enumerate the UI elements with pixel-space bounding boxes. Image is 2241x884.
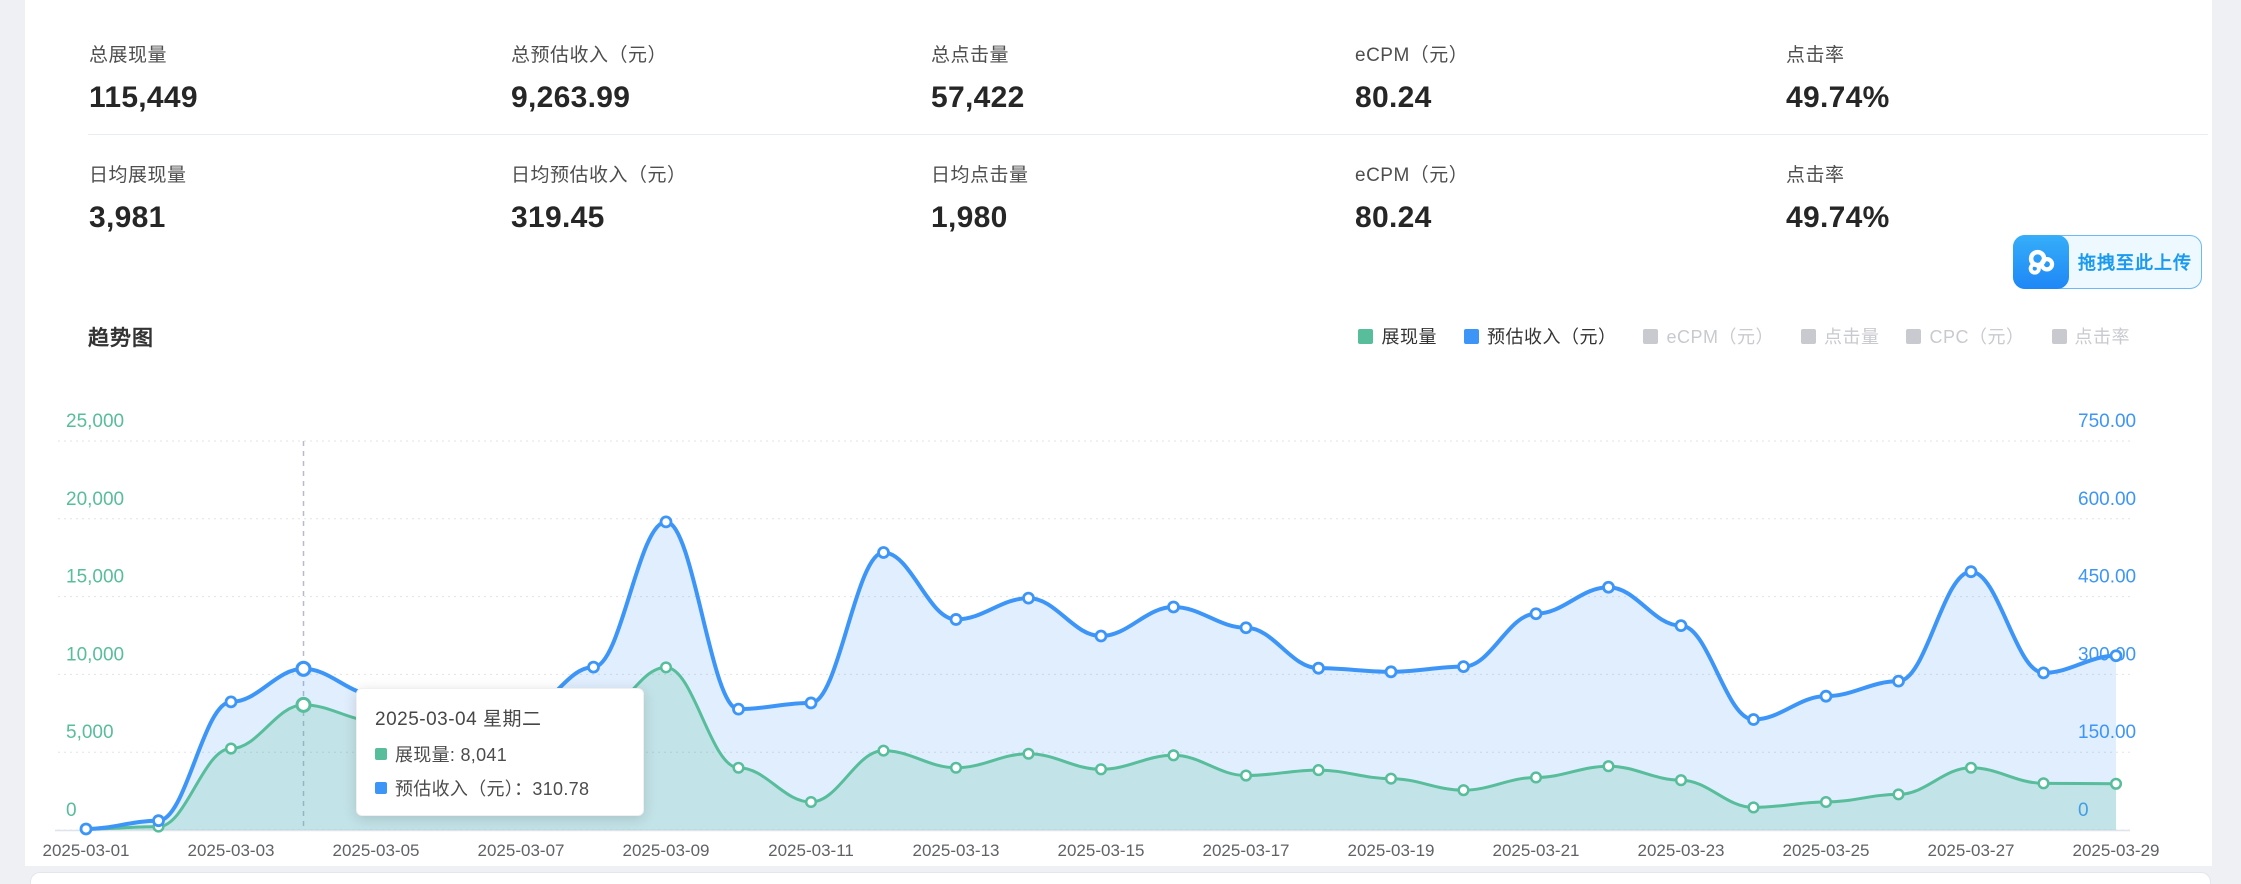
legend-label: 点击率 [2074, 327, 2130, 347]
stat-value: 3,981 [89, 201, 166, 234]
upload-button-label: 拖拽至此上传 [2078, 253, 2192, 273]
stat-ctr: 点击率 49.74% [1786, 40, 2066, 115]
svg-text:25,000: 25,000 [66, 411, 124, 432]
revenue-swatch-icon [375, 782, 387, 794]
next-section-panel [30, 872, 2211, 884]
impressions-swatch-icon [375, 748, 387, 760]
svg-text:150.00: 150.00 [2078, 722, 2136, 743]
legend-label: 点击量 [1823, 327, 1880, 347]
stat-total-revenue: 总预估收入（元） 9,263.99 [511, 40, 791, 115]
svg-text:2025-03-09: 2025-03-09 [623, 841, 710, 860]
svg-text:750.00: 750.00 [2078, 411, 2136, 432]
legend-swatch-icon [2051, 328, 2067, 344]
svg-text:600.00: 600.00 [2078, 489, 2136, 510]
legend-item-CPC（元）[interactable]: CPC（元） [1906, 323, 2024, 349]
legend-swatch-icon [1358, 328, 1374, 344]
stat-label: 点击率 [1786, 165, 1845, 186]
trend-chart-title: 趋势图 [88, 327, 154, 350]
stat-daily-ctr: 点击率 49.74% [1786, 160, 2066, 235]
legend-swatch-icon [1643, 328, 1659, 344]
svg-text:2025-03-17: 2025-03-17 [1203, 841, 1290, 860]
legend-item-预估收入（元）[interactable]: 预估收入（元） [1463, 323, 1617, 349]
legend-item-eCPM（元）[interactable]: eCPM（元） [1643, 323, 1774, 349]
stat-daily-revenue: 日均预估收入（元） 319.45 [511, 160, 791, 235]
drag-upload-button[interactable]: 拖拽至此上传 [2013, 234, 2202, 289]
svg-text:2025-03-19: 2025-03-19 [1348, 841, 1435, 860]
stat-value: 80.24 [1355, 81, 1432, 114]
tooltip-impressions: 展现量: 8,041 [395, 745, 508, 765]
tooltip-row: 预估收入（元）：310.78 [375, 775, 625, 801]
legend-item-点击量[interactable]: 点击量 [1800, 323, 1880, 349]
svg-text:10,000: 10,000 [66, 644, 124, 665]
svg-text:0: 0 [2078, 800, 2089, 821]
svg-text:2025-03-23: 2025-03-23 [1638, 841, 1725, 860]
svg-text:2025-03-03: 2025-03-03 [188, 841, 275, 860]
page-background-strip [25, 866, 2212, 877]
stat-value: 49.74% [1786, 81, 1890, 114]
svg-text:2025-03-13: 2025-03-13 [913, 841, 1000, 860]
stat-daily-ecpm: eCPM（元） 80.24 [1355, 160, 1635, 235]
tooltip-row: 展现量: 8,041 [375, 741, 625, 767]
stat-label: eCPM（元） [1355, 45, 1469, 66]
stat-value: 9,263.99 [511, 81, 631, 114]
chart-legend: 展现量 预估收入（元） eCPM（元） 点击量 CPC（元） 点击率 [1358, 323, 2130, 349]
legend-label: CPC（元） [1929, 327, 2025, 347]
tooltip-revenue: 预估收入（元）：310.78 [395, 779, 590, 799]
tooltip-date: 2025-03-04 星期二 [375, 709, 542, 730]
svg-text:2025-03-07: 2025-03-07 [478, 841, 565, 860]
stat-label: 日均点击量 [931, 165, 1029, 186]
stat-label: 总展现量 [89, 45, 168, 66]
stat-label: 总预估收入（元） [511, 45, 668, 66]
svg-text:2025-03-15: 2025-03-15 [1058, 841, 1145, 860]
stat-value: 80.24 [1355, 201, 1432, 234]
legend-label: 展现量 [1381, 327, 1437, 347]
stat-value: 1,980 [931, 201, 1008, 234]
stat-value: 57,422 [931, 81, 1025, 114]
legend-swatch-icon [1906, 328, 1922, 344]
legend-swatch-icon [1800, 328, 1816, 344]
stat-value: 49.74% [1786, 201, 1890, 234]
stat-daily-impressions: 日均展现量 3,981 [89, 160, 369, 235]
svg-text:20,000: 20,000 [66, 489, 124, 510]
legend-item-展现量[interactable]: 展现量 [1358, 323, 1437, 349]
svg-text:2025-03-29: 2025-03-29 [2073, 841, 2160, 860]
stat-label: 总点击量 [931, 45, 1010, 66]
stat-ecpm: eCPM（元） 80.24 [1355, 40, 1635, 115]
svg-text:15,000: 15,000 [66, 567, 124, 588]
chart-tooltip: 2025-03-04 星期二 展现量: 8,041 预估收入（元）：310.78 [356, 688, 644, 816]
legend-swatch-icon [1463, 328, 1479, 344]
legend-item-点击率[interactable]: 点击率 [2051, 323, 2131, 349]
stat-daily-clicks: 日均点击量 1,980 [931, 160, 1211, 235]
stat-label: 点击率 [1786, 45, 1845, 66]
svg-text:2025-03-21: 2025-03-21 [1493, 841, 1580, 860]
legend-label: 预估收入（元） [1486, 327, 1617, 347]
svg-text:2025-03-27: 2025-03-27 [1928, 841, 2015, 860]
svg-text:2025-03-05: 2025-03-05 [333, 841, 420, 860]
svg-text:0: 0 [66, 800, 77, 821]
svg-text:2025-03-25: 2025-03-25 [1783, 841, 1870, 860]
netdisk-cloud-icon [2013, 234, 2069, 289]
stat-value: 115,449 [89, 81, 198, 114]
legend-label: eCPM（元） [1666, 327, 1774, 347]
svg-text:5,000: 5,000 [66, 722, 114, 743]
stat-label: 日均预估收入（元） [511, 165, 687, 186]
stat-total-impressions: 总展现量 115,449 [89, 40, 369, 115]
svg-text:450.00: 450.00 [2078, 567, 2136, 588]
stats-divider [88, 134, 2208, 135]
svg-text:2025-03-01: 2025-03-01 [43, 841, 130, 860]
stat-label: eCPM（元） [1355, 165, 1469, 186]
svg-text:2025-03-11: 2025-03-11 [768, 841, 854, 860]
stat-label: 日均展现量 [89, 165, 187, 186]
stat-value: 319.45 [511, 201, 605, 234]
stat-total-clicks: 总点击量 57,422 [931, 40, 1211, 115]
